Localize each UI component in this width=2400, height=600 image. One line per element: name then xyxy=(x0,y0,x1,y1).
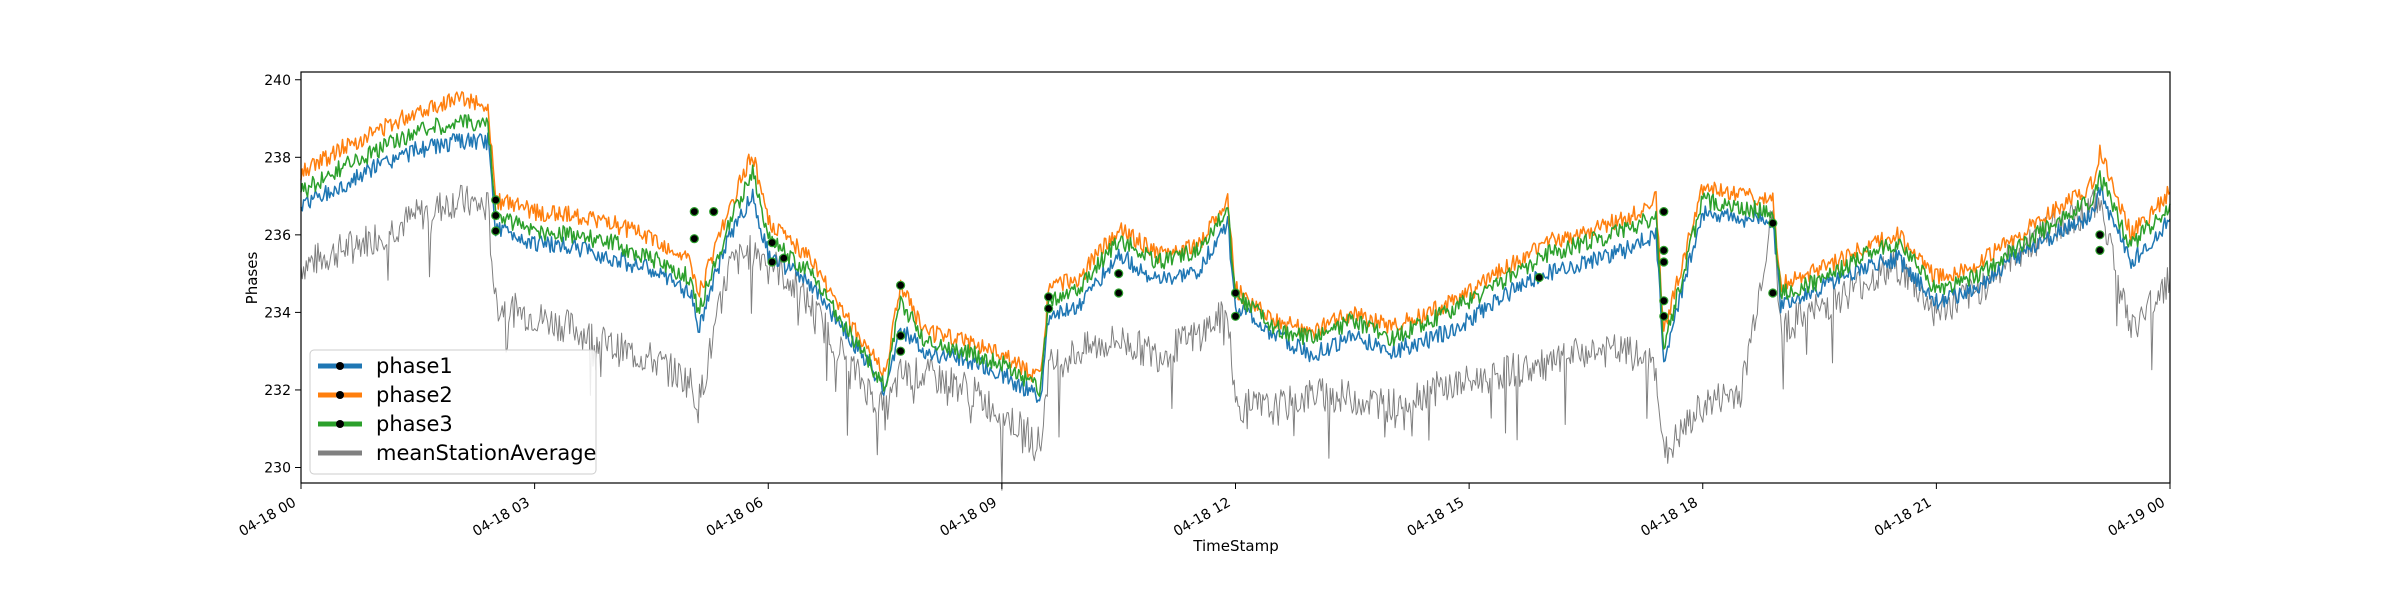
event-marker xyxy=(2095,230,2105,240)
event-marker xyxy=(1230,288,1241,298)
event-marker xyxy=(1043,303,1054,314)
event-marker xyxy=(1230,311,1241,321)
legend-label-meanStationAverage: meanStationAverage xyxy=(376,441,596,465)
event-marker xyxy=(1114,269,1124,279)
event-marker xyxy=(2095,245,2105,255)
legend-label-phase3: phase3 xyxy=(376,412,453,436)
event-marker xyxy=(491,210,501,221)
y-tick-label: 240 xyxy=(264,73,291,89)
event-marker xyxy=(1768,218,1778,228)
legend: phase1 phase2 phase3 meanStationAverage xyxy=(309,349,597,475)
event-marker xyxy=(767,238,777,248)
event-marker xyxy=(767,257,777,267)
event-marker xyxy=(1114,288,1124,298)
event-marker xyxy=(1768,288,1778,298)
series-line-phase3 xyxy=(300,114,2171,397)
y-axis: 230 232 234 236 238 240 xyxy=(264,73,301,476)
event-marker xyxy=(491,195,501,205)
legend-label-phase2: phase2 xyxy=(376,383,453,407)
event-marker xyxy=(895,280,906,290)
legend-label-phase1: phase1 xyxy=(376,354,453,378)
event-marker xyxy=(689,207,699,217)
series-line-phase1 xyxy=(300,132,2171,403)
event-marker xyxy=(1043,292,1054,302)
marker-group xyxy=(491,195,2105,356)
legend-marker-phase1 xyxy=(336,362,344,370)
event-marker xyxy=(491,226,501,236)
y-tick-label: 234 xyxy=(264,305,291,321)
y-axis-label: Phases xyxy=(243,252,261,305)
legend-marker-phase2 xyxy=(336,391,344,399)
event-marker xyxy=(895,346,906,356)
legend-frame xyxy=(309,349,597,475)
event-marker xyxy=(1659,311,1669,321)
legend-marker-phase3 xyxy=(336,420,344,428)
event-marker xyxy=(1659,207,1669,217)
y-tick-label: 236 xyxy=(264,228,291,244)
event-marker xyxy=(1659,296,1669,306)
event-marker xyxy=(1534,272,1544,283)
event-marker xyxy=(895,331,906,341)
plot-area-background xyxy=(301,72,2170,483)
y-tick-label: 238 xyxy=(264,150,291,166)
event-marker xyxy=(709,207,719,217)
y-tick-label: 230 xyxy=(264,460,291,476)
event-marker xyxy=(1659,257,1669,267)
event-marker xyxy=(779,253,789,263)
x-axis-label: TimeStamp xyxy=(1192,537,1278,555)
event-marker xyxy=(689,234,699,244)
y-tick-label: 232 xyxy=(264,383,291,399)
event-marker xyxy=(1659,245,1669,255)
